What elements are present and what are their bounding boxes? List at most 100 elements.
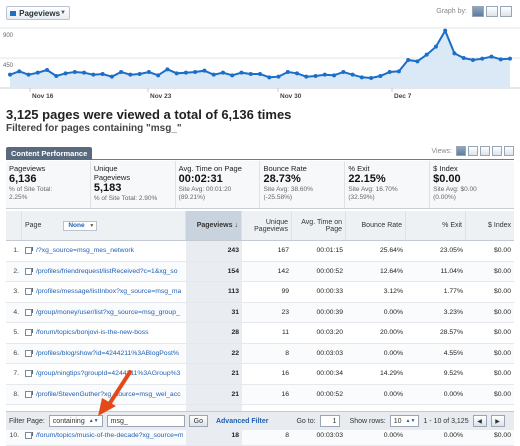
avg-time-cell: 00:00:33 [292, 288, 346, 295]
header-pageviews[interactable]: Pageviews ↓ [186, 211, 242, 240]
comparison-view-icon[interactable] [492, 146, 502, 156]
data-point [443, 29, 447, 33]
next-page-button[interactable]: ▶ [491, 415, 505, 427]
bounce-rate-cell: 0.00% [346, 309, 406, 316]
graph-by-month-button[interactable] [500, 6, 512, 17]
metric-label: $ Index [433, 164, 511, 173]
avg-time-cell: 00:01:15 [292, 247, 346, 254]
prev-page-button[interactable]: ◀ [473, 415, 487, 427]
index-cell: $0.00 [466, 309, 514, 316]
page-link[interactable]: /?xg_source=msg_mes_network [22, 247, 186, 254]
tab-content-performance[interactable]: Content Performance [6, 147, 92, 160]
unique-pageviews-cell: 8 [242, 350, 292, 357]
goto-label: Go to: [296, 418, 315, 425]
header-exit[interactable]: % Exit [406, 211, 466, 240]
pivot-view-icon[interactable] [504, 146, 514, 156]
metric-value: 28.73% [263, 173, 341, 186]
performance-view-icon[interactable] [480, 146, 490, 156]
filter-input[interactable]: msg_ [107, 415, 185, 427]
data-point [462, 56, 466, 60]
data-point [258, 72, 262, 76]
external-link-icon[interactable] [25, 268, 32, 275]
unique-pageviews-cell: 142 [242, 268, 292, 275]
bounce-rate-cell: 0.00% [346, 350, 406, 357]
graph-by-week-button[interactable] [486, 6, 498, 17]
metric-sub-change: (89.21%) [179, 194, 257, 202]
external-link-icon[interactable] [25, 247, 32, 254]
metric-value: $0.00 [433, 173, 511, 186]
table-view-icon[interactable] [456, 146, 466, 156]
chevron-down-icon: ▼ [60, 10, 66, 16]
external-link-icon[interactable] [25, 329, 32, 336]
pageviews-cell: 21 [186, 385, 242, 405]
page-path: /forum/topics/bonjovi-is-the-new-boss [36, 329, 149, 336]
header-avg-time[interactable]: Avg. Time on Page [292, 211, 346, 240]
filter-input-value: msg_ [111, 418, 128, 425]
header-unique-pageviews[interactable]: Unique Pageviews [242, 211, 292, 240]
external-link-icon[interactable] [25, 432, 32, 439]
data-point [434, 45, 438, 49]
page-link[interactable]: /group/money/user/list?xg_source=msg_gro… [22, 309, 186, 316]
pageviews-cell: 22 [186, 344, 242, 364]
unique-pageviews-cell: 8 [242, 432, 292, 439]
data-point [165, 67, 169, 71]
data-point [73, 70, 77, 74]
table-row[interactable]: 3./profiles/message/listInbox?xg_source=… [6, 282, 514, 303]
show-rows-select[interactable]: 10 ▲▼ [390, 415, 420, 427]
header-page[interactable]: Page None ▼ [22, 211, 186, 240]
external-link-icon[interactable] [25, 288, 32, 295]
table-row[interactable]: 6./profiles/blog/show?id=4244211%3ABlogP… [6, 344, 514, 365]
secondary-dimension-select[interactable]: None ▼ [63, 221, 97, 231]
filter-go-button[interactable]: Go [189, 415, 208, 427]
advanced-filter-link[interactable]: Advanced Filter [216, 418, 269, 425]
row-index: 3. [6, 288, 22, 295]
filter-mode-value: containing [53, 418, 85, 425]
data-point [45, 68, 49, 72]
data-point [193, 70, 197, 74]
x-tick-label: Nov 23 [150, 93, 172, 100]
page-link[interactable]: /group/ningtips?groupId=4244211%3AGroup%… [22, 370, 186, 377]
table-row[interactable]: 2./profiles/friendrequest/listReceived?c… [6, 262, 514, 283]
external-link-icon[interactable] [25, 370, 32, 377]
page-link[interactable]: /profile/StevenGuther?xg_source=msg_wel_… [22, 391, 186, 398]
data-point [249, 72, 253, 76]
metric-sub-percent: 2.25% [9, 194, 87, 202]
pagination-range: 1 - 10 of 3,125 [423, 418, 468, 425]
filter-mode-select[interactable]: containing ▲▼ [49, 415, 103, 427]
table-row[interactable]: 7./group/ningtips?groupId=4244211%3AGrou… [6, 364, 514, 385]
avg-time-cell: 00:03:20 [292, 329, 346, 336]
metric-sub: % of Site Total: [9, 186, 87, 194]
pie-view-icon[interactable] [468, 146, 478, 156]
data-point [110, 75, 114, 79]
metric-avg-time: Avg. Time on Page 00:02:31 Site Avg: 00:… [176, 161, 261, 208]
data-point [388, 70, 392, 74]
views-label: Views: [432, 148, 453, 155]
metric-pageviews: Pageviews 6,136 % of Site Total: 2.25% [6, 161, 91, 208]
page-link[interactable]: /forum/topics/music-of-the-decade?xg_sou… [22, 432, 186, 439]
header-index-value[interactable]: $ Index [466, 211, 514, 240]
data-point [138, 72, 142, 76]
data-point [406, 58, 410, 62]
chevron-updown-icon: ▲▼ [89, 418, 99, 424]
page-link[interactable]: /profiles/friendrequest/listReceived?c=1… [22, 268, 186, 275]
data-point [82, 71, 86, 75]
exit-cell: 23.05% [406, 247, 466, 254]
page-link[interactable]: /forum/topics/bonjovi-is-the-new-boss [22, 329, 186, 336]
graph-by-day-button[interactable] [472, 6, 484, 17]
table-row[interactable]: 4./group/money/user/list?xg_source=msg_g… [6, 303, 514, 324]
header-bounce-rate[interactable]: Bounce Rate [346, 211, 406, 240]
external-link-icon[interactable] [25, 309, 32, 316]
exit-cell: 9.52% [406, 370, 466, 377]
goto-input[interactable]: 1 [320, 415, 340, 427]
unique-pageviews-cell: 11 [242, 329, 292, 336]
table-row[interactable]: 8./profile/StevenGuther?xg_source=msg_we… [6, 385, 514, 406]
page-link[interactable]: /profiles/blog/show?id=4244211%3ABlogPos… [22, 350, 186, 357]
show-rows-label: Show rows: [350, 418, 386, 425]
data-point [323, 73, 327, 77]
external-link-icon[interactable] [25, 391, 32, 398]
external-link-icon[interactable] [25, 350, 32, 357]
page-link[interactable]: /profiles/message/listInbox?xg_source=ms… [22, 288, 186, 295]
